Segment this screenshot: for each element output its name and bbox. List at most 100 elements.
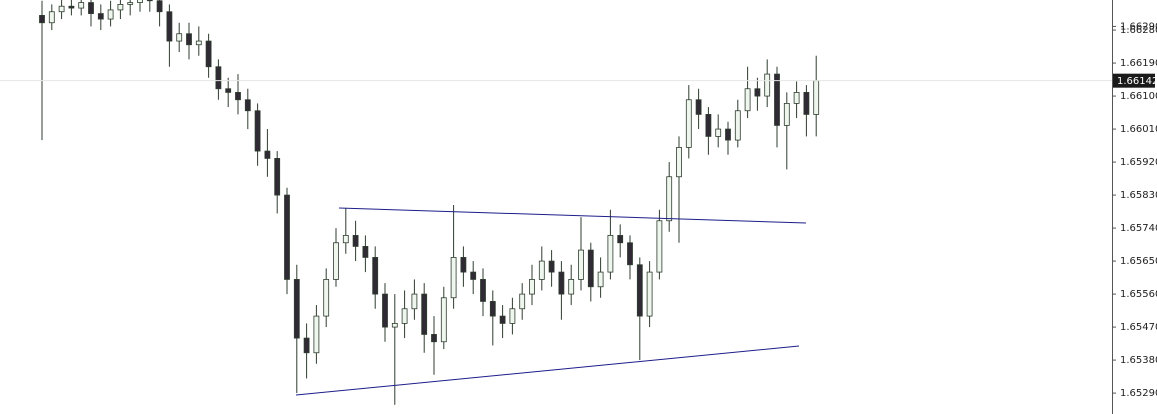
candle-body	[636, 264, 643, 317]
candle-body	[382, 293, 388, 328]
trend-line	[295, 345, 800, 396]
candle-body	[529, 279, 535, 295]
candle-body	[617, 235, 624, 244]
candle-body	[519, 293, 526, 310]
candle-body	[166, 11, 173, 42]
candle-body	[411, 293, 418, 310]
candle-body	[460, 257, 467, 273]
candle-body	[431, 334, 437, 343]
candle-body	[284, 194, 290, 280]
y-tick-label: 1.65470	[1120, 322, 1157, 333]
y-tick-label: 1.65740	[1120, 223, 1157, 234]
candle-body	[578, 249, 584, 280]
candle-body	[793, 92, 800, 104]
y-tick-label: 1.65920	[1120, 157, 1157, 168]
candle-body	[607, 235, 614, 273]
candle-body	[127, 2, 134, 5]
candle-body	[323, 279, 330, 317]
candle-body	[137, 0, 143, 3]
y-tick-label: 1.65290	[1120, 388, 1157, 399]
candle-body	[715, 128, 722, 137]
candle-body	[421, 293, 428, 335]
candle-body	[293, 279, 300, 339]
candle-body	[48, 11, 55, 24]
candle-body	[754, 88, 761, 97]
candle-body	[597, 271, 604, 288]
y-tick-label: 1.66010	[1120, 124, 1157, 135]
current-price-box	[1113, 73, 1155, 88]
candle-body	[695, 99, 702, 115]
candle-body	[333, 242, 339, 280]
candle-body	[313, 315, 320, 354]
plot-area	[0, 0, 1112, 405]
candle-body	[107, 9, 114, 20]
candle-body	[176, 33, 183, 42]
candle-body	[274, 158, 281, 196]
candle-body	[235, 92, 241, 101]
candle-body	[627, 242, 633, 266]
candle-body	[254, 110, 261, 152]
candle-body	[489, 301, 496, 317]
candle-body	[734, 110, 741, 141]
y-tick-label: 1.65380	[1120, 355, 1157, 366]
y-tick-label: 1.65650	[1120, 256, 1157, 267]
candle-body	[480, 279, 486, 302]
candle-body	[676, 147, 682, 178]
candle-body	[58, 5, 65, 13]
candle-body	[372, 257, 379, 295]
candle-body	[764, 73, 771, 97]
y-tick-label: 1.66190	[1120, 58, 1157, 69]
candle-body	[68, 5, 75, 9]
candle-body	[303, 337, 310, 354]
candle-body	[78, 2, 85, 9]
candle-body	[440, 297, 447, 343]
y-tick-label: 1.66100	[1120, 91, 1157, 102]
candle-body	[342, 235, 349, 244]
candle-body	[509, 308, 516, 324]
candle-body	[401, 308, 408, 324]
candle-body	[499, 315, 506, 324]
candle-body	[264, 150, 271, 159]
y-tick-label: 1.66280	[1120, 25, 1157, 36]
candle-body	[39, 15, 45, 24]
candle-body	[195, 40, 202, 46]
candle-body	[558, 271, 565, 295]
candle-body	[244, 99, 251, 112]
price-axis: 1.662901.66280 1.66190 1.66100 1.66010 1.659…	[1112, 21, 1157, 399]
candle-body	[783, 103, 790, 126]
candle-body	[666, 176, 673, 222]
candle-body	[450, 257, 457, 299]
candle-body	[744, 88, 751, 112]
candle-body	[725, 128, 731, 141]
trend-line	[338, 207, 807, 224]
candle-body	[146, 0, 153, 2]
candle-body	[352, 235, 359, 247]
y-tick-label: 1.66290	[1120, 21, 1157, 32]
candle-body	[774, 73, 780, 126]
candle-body	[215, 66, 222, 90]
candle-body	[705, 114, 712, 137]
candle-body	[813, 80, 820, 115]
candle-body	[656, 220, 663, 273]
candle-body	[117, 4, 124, 11]
candle-body	[548, 260, 555, 273]
candle-body	[470, 271, 477, 280]
candle-body	[685, 99, 692, 148]
candle-body	[186, 33, 192, 46]
candle-body	[391, 323, 398, 328]
current-price-label: 1.66142	[1117, 76, 1157, 87]
candle-body	[803, 92, 810, 115]
candle-body	[587, 249, 594, 288]
candle-body	[225, 88, 232, 93]
candle-body	[362, 246, 369, 258]
candle-body	[538, 260, 545, 280]
y-tick-label: 1.65560	[1120, 289, 1157, 300]
candle-body	[97, 13, 104, 20]
candle-body	[568, 279, 575, 295]
candle-body	[646, 271, 653, 317]
candle-body	[205, 40, 212, 68]
y-tick-label: 1.65830	[1120, 190, 1157, 201]
candle-body	[88, 2, 94, 14]
